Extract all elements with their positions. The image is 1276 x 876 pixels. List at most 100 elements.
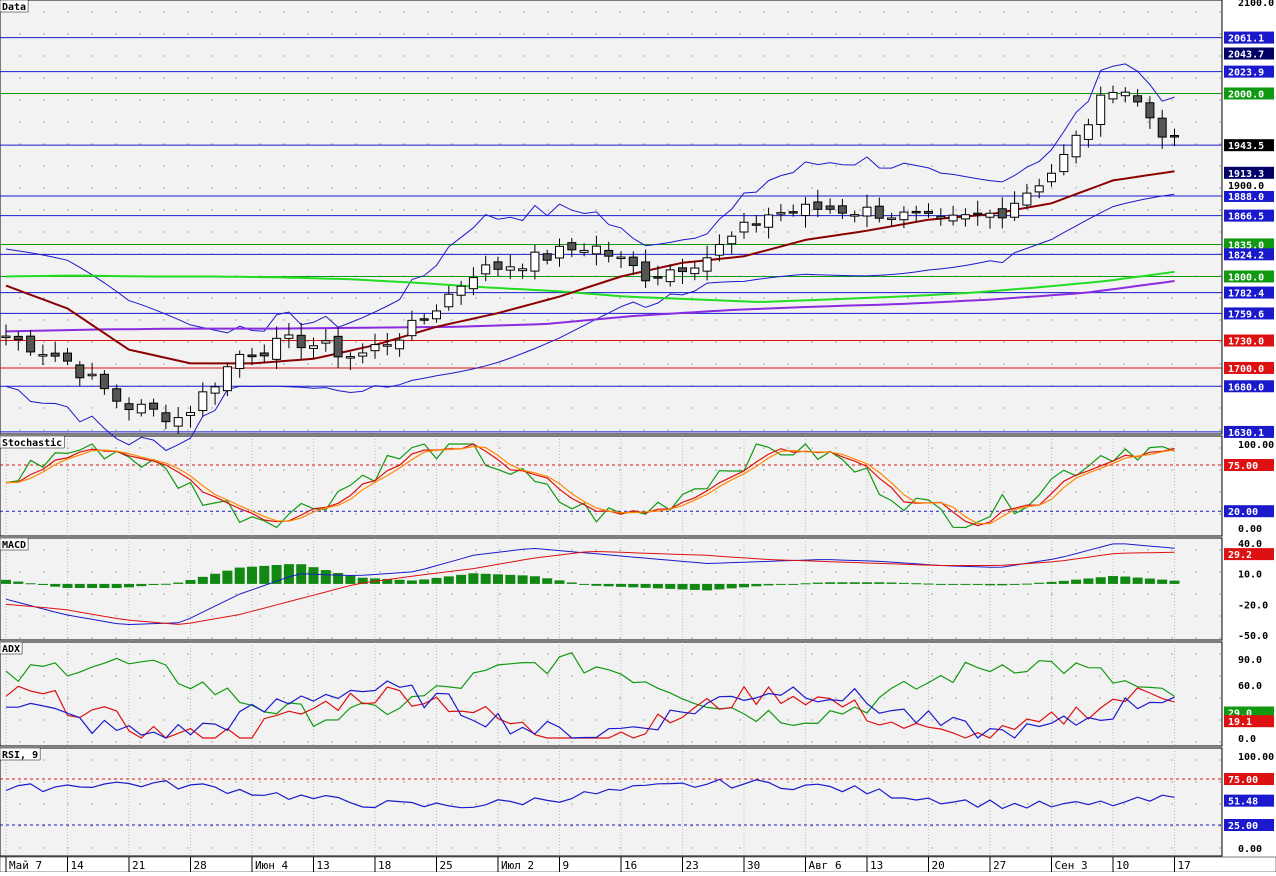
grid-dot: [715, 33, 717, 35]
grid-dot: [91, 77, 93, 79]
grid-dot: [91, 297, 93, 299]
grid-dot: [19, 759, 21, 761]
grid-dot: [1147, 549, 1149, 551]
grid-dot: [235, 825, 237, 827]
grid-dot: [403, 549, 405, 551]
grid-dot: [1003, 429, 1005, 431]
grid-dot: [811, 121, 813, 123]
grid-dot: [307, 407, 309, 409]
grid-dot: [859, 33, 861, 35]
grid-dot: [499, 675, 501, 677]
grid-dot: [1027, 593, 1029, 595]
grid-dot: [691, 99, 693, 101]
grid-dot: [1051, 697, 1053, 699]
grid-dot: [307, 571, 309, 573]
grid-dot: [259, 781, 261, 783]
grid-dot: [283, 781, 285, 783]
grid-dot: [595, 99, 597, 101]
grid-dot: [979, 803, 981, 805]
grid-dot: [787, 593, 789, 595]
grid-dot: [547, 513, 549, 515]
grid-dot: [523, 491, 525, 493]
grid-dot: [883, 55, 885, 57]
grid-dot: [475, 11, 477, 13]
grid-dot: [979, 513, 981, 515]
macd-histogram-bar: [37, 583, 48, 585]
grid-dot: [115, 759, 117, 761]
grid-dot: [619, 407, 621, 409]
grid-dot: [379, 231, 381, 233]
grid-dot: [1123, 297, 1125, 299]
stoch-k: [5, 443, 1175, 529]
grid-dot: [1027, 447, 1029, 449]
grid-dot: [139, 653, 141, 655]
grid-dot: [571, 363, 573, 365]
grid-dot: [619, 143, 621, 145]
grid-dot: [859, 825, 861, 827]
grid-dot: [1051, 341, 1053, 343]
grid-dot: [571, 33, 573, 35]
grid-dot: [1219, 447, 1221, 449]
grid-dot: [283, 33, 285, 35]
grid-dot: [547, 143, 549, 145]
grid-dot: [955, 847, 957, 849]
grid-dot: [499, 77, 501, 79]
grid-dot: [691, 33, 693, 35]
grid-dot: [739, 33, 741, 35]
grid-dot: [379, 513, 381, 515]
grid-dot: [163, 143, 165, 145]
candle-body: [161, 412, 171, 423]
grid-dot: [91, 803, 93, 805]
grid-dot: [403, 719, 405, 721]
grid-dot: [763, 697, 765, 699]
grid-dot: [475, 847, 477, 849]
grid-dot: [475, 469, 477, 471]
grid-dot: [19, 77, 21, 79]
grid-dot: [931, 297, 933, 299]
grid-dot: [283, 719, 285, 721]
rsi-level-label-75.00: 75.00: [1228, 775, 1258, 786]
grid-dot: [835, 719, 837, 721]
grid-dot: [715, 143, 717, 145]
candle-body: [493, 261, 503, 270]
macd-histogram-bar: [1, 579, 11, 584]
stochastic-panel-title: Stochastic: [2, 437, 62, 449]
grid-dot: [811, 447, 813, 449]
candle-body: [321, 340, 331, 344]
grid-dot: [355, 653, 357, 655]
grid-dot: [115, 825, 117, 827]
grid-dot: [811, 11, 813, 13]
macd-histogram-bar: [677, 583, 688, 590]
grid-dot: [499, 637, 501, 639]
grid-dot: [1051, 11, 1053, 13]
grid-dot: [931, 143, 933, 145]
grid-dot: [1003, 719, 1005, 721]
grid-dot: [859, 697, 861, 699]
grid-dot: [163, 549, 165, 551]
grid-dot: [1027, 697, 1029, 699]
grid-dot: [667, 143, 669, 145]
grid-dot: [259, 675, 261, 677]
macd-histogram-bar: [1058, 580, 1069, 584]
grid-dot: [1219, 55, 1221, 57]
grid-dot: [787, 341, 789, 343]
grid-dot: [427, 407, 429, 409]
grid-dot: [1219, 513, 1221, 515]
grid-dot: [859, 653, 861, 655]
grid-dot: [955, 209, 957, 211]
grid-dot: [187, 319, 189, 321]
grid-dot: [19, 825, 21, 827]
grid-dot: [835, 143, 837, 145]
macd-histogram-bar: [160, 583, 171, 585]
grid-dot: [931, 187, 933, 189]
grid-dot: [643, 209, 645, 211]
grid-dot: [403, 429, 405, 431]
grid-dot: [187, 55, 189, 57]
grid-dot: [787, 55, 789, 57]
level-label-2061.1-bg: [1224, 31, 1274, 44]
grid-dot: [811, 341, 813, 343]
grid-dot: [547, 741, 549, 743]
grid-dot: [907, 653, 909, 655]
grid-dot: [43, 741, 45, 743]
grid-dot: [739, 319, 741, 321]
